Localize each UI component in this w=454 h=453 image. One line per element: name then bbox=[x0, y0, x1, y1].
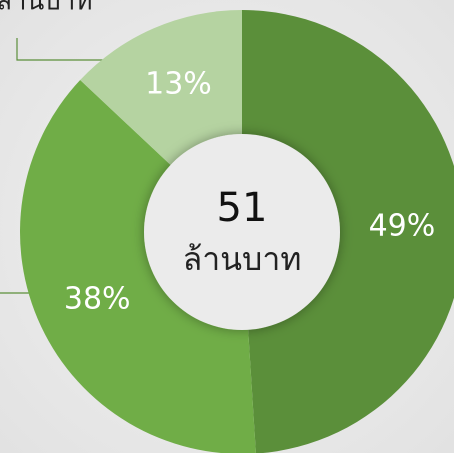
center-label: ล้านบาท bbox=[183, 240, 302, 278]
leader-line bbox=[16, 38, 113, 61]
data-label: 49% bbox=[369, 208, 436, 243]
wedge bbox=[242, 10, 454, 453]
wedge bbox=[20, 80, 256, 453]
center-value: 51 bbox=[217, 185, 268, 231]
donut bbox=[20, 10, 454, 453]
data-label: 38% bbox=[64, 282, 131, 317]
annotation: ล้านบาท bbox=[0, 0, 93, 17]
data-label: 13% bbox=[145, 67, 212, 102]
donut-hole bbox=[144, 134, 340, 330]
